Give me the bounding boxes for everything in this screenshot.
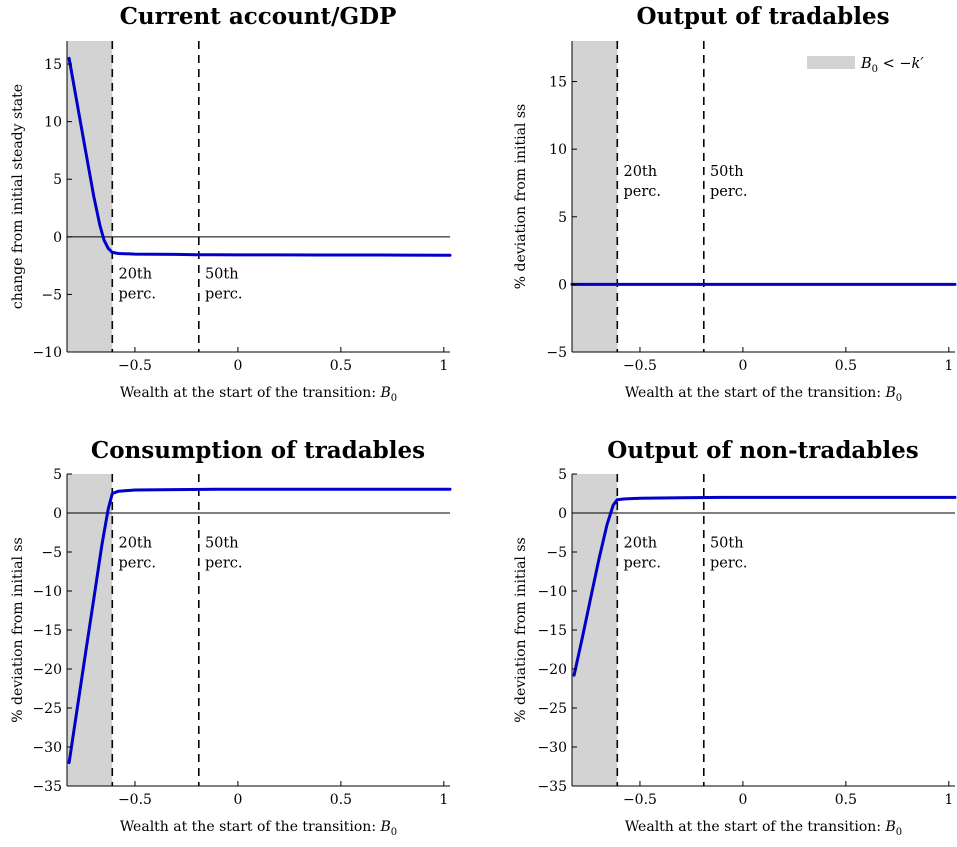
y-tick-label: 10 xyxy=(549,142,567,158)
y-axis-label: % deviation from initial ss xyxy=(10,537,26,722)
x-tick-label: 0.5 xyxy=(835,358,857,374)
y-tick-label: −25 xyxy=(32,701,62,717)
y-tick-label: −5 xyxy=(546,545,567,561)
y-tick-label: −15 xyxy=(32,623,62,639)
percentile-annotation-2: 50th perc. xyxy=(205,535,243,571)
percentile-annotation-1: 20th perc. xyxy=(118,535,156,571)
y-tick-label: −10 xyxy=(537,584,567,600)
y-tick-label: −25 xyxy=(537,701,567,717)
x-tick-label: −0.5 xyxy=(623,358,657,374)
y-tick-label: 0 xyxy=(53,230,62,246)
y-tick-label: 5 xyxy=(53,467,62,483)
percentile-annotation-1: 20th perc. xyxy=(118,266,156,302)
series-line-1 xyxy=(67,56,452,257)
x-tick-label: 0 xyxy=(738,792,747,808)
legend-label: B0 < −k′ xyxy=(860,56,924,75)
y-tick-label: −35 xyxy=(32,779,62,795)
x-tick-label: 1 xyxy=(439,792,448,808)
y-tick-label: 15 xyxy=(549,75,567,91)
x-tick-label: 0.5 xyxy=(330,792,352,808)
percentile-annotation-2: 50th perc. xyxy=(710,535,748,571)
percentile-annotation-2: 50th perc. xyxy=(710,164,748,200)
x-axis-label: Wealth at the start of the transition: B… xyxy=(120,385,397,404)
x-tick-label: −0.5 xyxy=(118,792,152,808)
y-axis-label: change from initial steady state xyxy=(10,84,26,309)
y-tick-label: 5 xyxy=(558,210,567,226)
y-tick-label: −10 xyxy=(32,345,62,361)
series-line-1 xyxy=(67,487,452,765)
y-tick-label: −30 xyxy=(537,740,567,756)
shaded-region xyxy=(572,474,618,786)
y-tick-label: −5 xyxy=(41,545,62,561)
y-tick-label: 0 xyxy=(558,277,567,293)
chart-panel-2: 20th perc. 50th perc. −0.5 0 0.5 1 −5 0 5 10 15 Outpu… xyxy=(513,3,957,404)
x-axis-label: Wealth at the start of the transition: B… xyxy=(625,385,902,404)
y-tick-label: −30 xyxy=(32,740,62,756)
y-tick-label: −35 xyxy=(537,779,567,795)
y-axis-label: % deviation from initial ss xyxy=(513,104,529,289)
percentile-annotation-1: 20th perc. xyxy=(623,535,661,571)
y-tick-label: −20 xyxy=(537,662,567,678)
chart-title: Consumption of tradables xyxy=(91,437,425,464)
x-tick-label: 0.5 xyxy=(835,792,857,808)
x-tick-label: 1 xyxy=(944,792,953,808)
series-line-1 xyxy=(572,495,957,677)
x-tick-label: 1 xyxy=(944,358,953,374)
y-axis-label: % deviation from initial ss xyxy=(513,537,529,722)
y-tick-label: 5 xyxy=(53,172,62,188)
y-tick-label: 10 xyxy=(44,115,62,131)
legend-swatch xyxy=(807,56,855,69)
x-tick-label: 0 xyxy=(233,792,242,808)
y-tick-label: 5 xyxy=(558,467,567,483)
y-tick-label: −20 xyxy=(32,662,62,678)
x-tick-label: −0.5 xyxy=(118,358,152,374)
chart-panel-3: 20th perc. 50th perc. −0.5 0 0.5 1 −35 −30 −25 −20 −… xyxy=(10,437,452,838)
y-tick-label: −5 xyxy=(546,345,567,361)
x-tick-label: 0 xyxy=(738,358,747,374)
chart-title: Output of tradables xyxy=(636,3,889,30)
y-tick-label: 15 xyxy=(44,57,62,73)
y-tick-label: 0 xyxy=(558,506,567,522)
percentile-annotation-1: 20th perc. xyxy=(623,164,661,200)
chart-title: Output of non-tradables xyxy=(607,437,918,464)
y-tick-label: −10 xyxy=(32,584,62,600)
x-tick-label: 0 xyxy=(233,358,242,374)
x-tick-label: 1 xyxy=(439,358,448,374)
percentile-annotation-2: 50th perc. xyxy=(205,266,243,302)
y-tick-label: 0 xyxy=(53,506,62,522)
chart-title: Current account/GDP xyxy=(120,3,397,30)
chart-panel-4: 20th perc. 50th perc. −0.5 0 0.5 1 −35 −30 −25 −20 −… xyxy=(513,437,957,838)
y-tick-label: −5 xyxy=(41,287,62,303)
y-tick-label: −15 xyxy=(537,623,567,639)
x-tick-label: −0.5 xyxy=(623,792,657,808)
x-axis-label: Wealth at the start of the transition: B… xyxy=(120,819,397,838)
shaded-region xyxy=(572,41,618,352)
x-tick-label: 0.5 xyxy=(330,358,352,374)
chart-panel-1: 20th perc. 50th perc. −0.5 0 0.5 1 −10 −5 0 5 10 15 Cu… xyxy=(10,3,452,404)
x-axis-label: Wealth at the start of the transition: B… xyxy=(625,819,902,838)
legend: B0 < −k′ xyxy=(807,56,924,75)
